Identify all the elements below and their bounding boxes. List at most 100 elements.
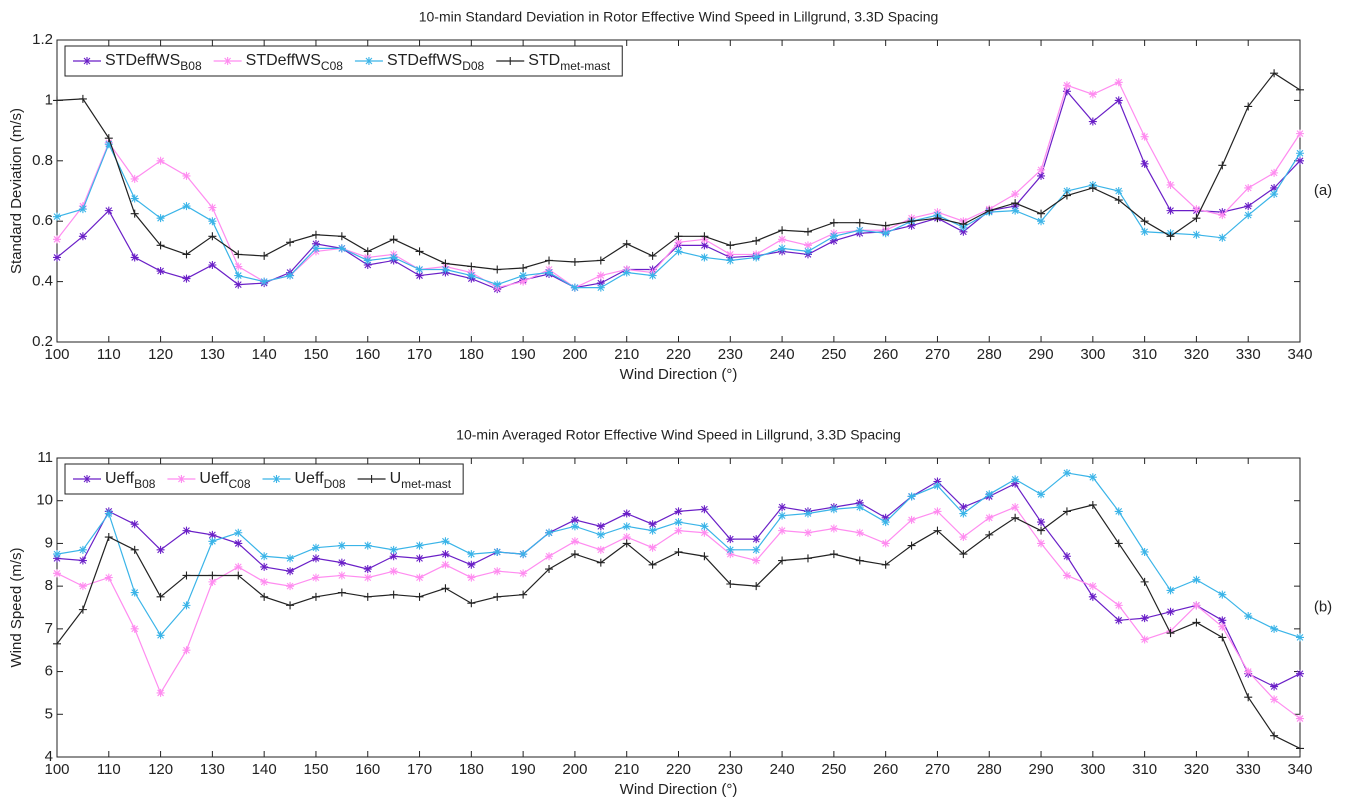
marker (311, 573, 320, 582)
marker (234, 539, 243, 548)
marker (1140, 614, 1149, 623)
marker (415, 247, 424, 256)
marker (78, 232, 87, 241)
x-tick-label: 230 (718, 761, 743, 778)
marker (208, 571, 217, 580)
marker (1037, 217, 1046, 226)
marker (674, 518, 683, 527)
marker (441, 259, 450, 268)
legend-name: STDeffWS (246, 52, 321, 69)
marker (881, 221, 890, 230)
marker (493, 567, 502, 576)
marker (441, 550, 450, 559)
chart-title: 10-min Averaged Rotor Effective Wind Spe… (456, 427, 901, 443)
marker (829, 505, 838, 514)
marker (78, 556, 87, 565)
marker (337, 558, 346, 567)
marker (752, 535, 761, 544)
y-tick-label: 0.8 (32, 152, 53, 169)
marker (907, 515, 916, 524)
marker (337, 244, 346, 253)
marker (881, 518, 890, 527)
x-tick-label: 260 (873, 346, 898, 363)
marker (260, 277, 269, 286)
x-tick-label: 320 (1184, 761, 1209, 778)
legend-name: STDeffWS (387, 52, 462, 69)
marker (1140, 217, 1149, 226)
marker (1011, 206, 1020, 215)
marker (286, 554, 295, 563)
marker (778, 244, 787, 253)
marker (1270, 190, 1279, 199)
marker (182, 526, 191, 535)
marker (1114, 507, 1123, 516)
marker (311, 543, 320, 552)
marker (363, 541, 372, 550)
marker (1037, 526, 1046, 535)
x-tick-label: 220 (666, 761, 691, 778)
legend-label: STDeffWSD08 (387, 52, 485, 73)
legend-label: STDeffWSC08 (246, 52, 344, 73)
legend-subscript: met-mast (401, 477, 452, 491)
x-tick-label: 180 (459, 346, 484, 363)
x-tick-label: 280 (977, 346, 1002, 363)
marker (208, 203, 217, 212)
marker (415, 265, 424, 274)
marker (1140, 577, 1149, 586)
marker (78, 545, 87, 554)
marker (182, 571, 191, 580)
marker (959, 227, 968, 236)
marker (156, 156, 165, 165)
marker (674, 547, 683, 556)
marker (778, 511, 787, 520)
marker (363, 260, 372, 269)
marker (415, 554, 424, 563)
marker (1218, 616, 1227, 625)
marker (907, 492, 916, 501)
marker (208, 577, 217, 586)
y-axis-label: Wind Speed (m/s) (8, 547, 25, 667)
marker (53, 554, 61, 563)
marker (286, 567, 295, 576)
marker (1037, 490, 1046, 499)
marker (1011, 199, 1020, 208)
x-tick-label: 240 (770, 346, 795, 363)
marker (1114, 616, 1123, 625)
marker (1011, 479, 1020, 488)
marker (1088, 183, 1097, 192)
marker (907, 217, 916, 226)
marker (53, 212, 61, 221)
marker (1166, 629, 1175, 638)
marker (752, 582, 761, 591)
marker (130, 520, 139, 529)
marker (855, 528, 864, 537)
marker (1192, 575, 1201, 584)
legend-marker (272, 475, 281, 483)
marker (182, 601, 191, 610)
marker (1088, 500, 1097, 509)
marker (622, 239, 631, 248)
legend-name: STDeffWS (105, 52, 180, 69)
x-tick-label: 170 (407, 761, 432, 778)
marker (855, 503, 864, 512)
marker (53, 550, 61, 559)
marker (1037, 518, 1046, 527)
marker (829, 232, 838, 241)
marker (674, 526, 683, 535)
marker (829, 218, 838, 227)
marker (700, 253, 709, 262)
marker (855, 218, 864, 227)
x-tick-label: 340 (1287, 761, 1312, 778)
marker (933, 481, 942, 490)
marker (1114, 539, 1123, 548)
x-tick-label: 140 (252, 346, 277, 363)
marker (1192, 230, 1201, 239)
x-tick-label: 120 (148, 761, 173, 778)
marker (1088, 117, 1097, 126)
marker (1244, 183, 1253, 192)
marker (545, 528, 554, 537)
marker (1062, 571, 1071, 580)
x-tick-label: 250 (821, 346, 846, 363)
x-tick-label: 340 (1287, 346, 1312, 363)
legend-label: Umet-mast (390, 470, 452, 491)
